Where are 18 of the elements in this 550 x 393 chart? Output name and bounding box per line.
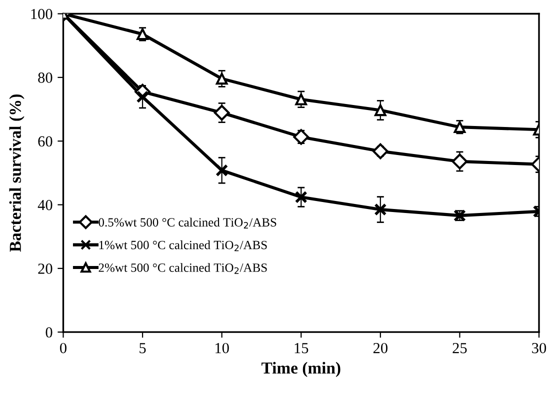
x-tick-label: 0 xyxy=(60,342,66,354)
y-axis-title: Bacterial survival (%) xyxy=(9,94,24,252)
y-tick-label: 100 xyxy=(31,8,52,20)
legend-label: 0.5%wt 500 °C calcined TiO$_{2}$/ABS xyxy=(98,218,276,228)
x-tick-label: 15 xyxy=(294,343,308,354)
x-tick-label: 30 xyxy=(532,342,546,354)
legend-label: 1%wt 500 °C calcined TiO$_{2}$/ABS xyxy=(99,240,267,252)
x-axis-title: Time (min) xyxy=(261,362,340,378)
y-tick-label: 20 xyxy=(38,264,52,274)
y-tick-label: 80 xyxy=(38,72,52,83)
y-tick-label: 0 xyxy=(46,327,52,338)
x-tick-label: 10 xyxy=(216,342,229,354)
legend-label: 2%wt 500 °C calcined TiO$_{2}$/ABS xyxy=(98,263,267,274)
y-tick-label: 60 xyxy=(38,136,52,147)
x-tick-label: 5 xyxy=(140,343,146,354)
x-tick-label: 25 xyxy=(452,342,467,354)
x-tick-label: 20 xyxy=(373,342,388,354)
y-tick-label: 40 xyxy=(38,200,52,210)
